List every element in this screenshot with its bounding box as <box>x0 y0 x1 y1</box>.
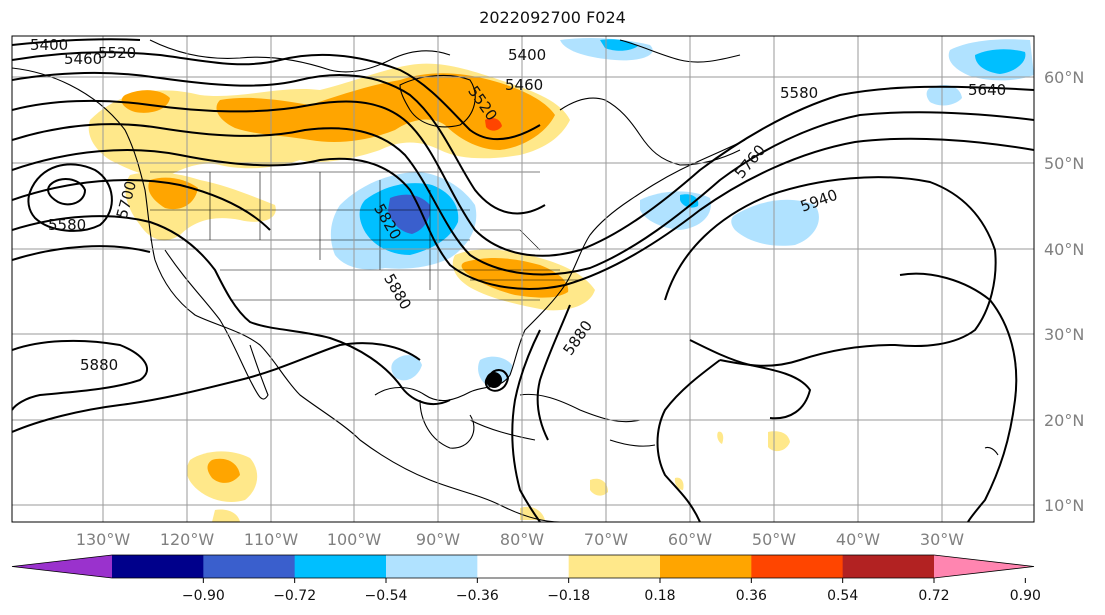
colorbar-swatch <box>477 555 570 578</box>
contour-label: 5580 <box>48 216 86 234</box>
lat-tick-labels: 10°N 20°N 30°N 40°N 50°N 60°N <box>1044 68 1084 515</box>
colorbar-extend-low <box>12 555 112 578</box>
lon-tick-label: 40°W <box>836 530 880 549</box>
lon-tick-label: 30°W <box>920 530 964 549</box>
lon-tick-label: 90°W <box>416 530 460 549</box>
colorbar-tick-label: −0.72 <box>273 588 316 604</box>
lon-tick-label: 50°W <box>752 530 796 549</box>
lat-tick-label: 20°N <box>1044 411 1084 430</box>
colorbar-swatch <box>842 555 935 578</box>
contour-label: 5460 <box>505 76 543 94</box>
lon-tick-label: 110°W <box>244 530 299 549</box>
lat-tick-label: 30°N <box>1044 325 1084 344</box>
contour-label: 5880 <box>80 356 118 374</box>
lat-tick-label: 40°N <box>1044 240 1084 259</box>
contour-label: 5460 <box>64 50 102 68</box>
lon-tick-label: 100°W <box>327 530 382 549</box>
colorbar-tick-label: 0.36 <box>736 588 767 604</box>
lon-tick-label: 80°W <box>500 530 544 549</box>
hurricane-center-marker <box>486 372 502 388</box>
map-panel: 5400 5460 5520 5400 5460 5520 5580 5640 … <box>12 36 1034 522</box>
state-borders <box>150 171 580 301</box>
colorbar-tick-label: 0.72 <box>918 588 949 604</box>
colorbar-outline <box>11 554 1035 579</box>
contour-label: 5400 <box>30 36 68 54</box>
colorbar-extend-high <box>934 555 1034 578</box>
colorbar-swatch <box>294 555 387 578</box>
lon-tick-label: 130°W <box>76 530 131 549</box>
lon-tick-labels: 130°W 120°W 110°W 100°W 90°W 80°W 70°W 6… <box>76 530 964 549</box>
contour-label: 5400 <box>508 46 546 64</box>
contour-label: 5580 <box>780 84 818 102</box>
colorbar-tick-label: −0.18 <box>547 588 590 604</box>
map-title: 2022092700 F024 <box>479 8 626 27</box>
lon-tick-label: 120°W <box>160 530 215 549</box>
colorbar-swatch <box>386 555 478 578</box>
shaded-positive-anomaly <box>88 63 790 522</box>
lat-tick-label: 60°N <box>1044 68 1084 87</box>
shaded-negative-anomaly <box>330 37 1034 387</box>
colorbar-tick-label: −0.90 <box>182 588 225 604</box>
height-contours <box>12 38 1034 522</box>
contour-label: 5520 <box>98 44 136 62</box>
colorbar-tick-label: −0.54 <box>365 588 408 604</box>
colorbar-tick-label: −0.36 <box>456 588 499 604</box>
contour-label: 5640 <box>968 81 1006 99</box>
lon-tick-label: 70°W <box>584 530 628 549</box>
colorbar: −0.90 −0.72 −0.54 −0.36 −0.18 0.18 0.36 0.54 0.7… <box>11 554 1041 604</box>
colorbar-swatch <box>203 555 296 578</box>
colorbar-tick-label: 0.18 <box>644 588 675 604</box>
lat-tick-label: 10°N <box>1044 496 1084 515</box>
graticule <box>12 36 1034 522</box>
lat-tick-label: 50°N <box>1044 154 1084 173</box>
lon-tick-label: 60°W <box>668 530 712 549</box>
colorbar-tick-label: 0.90 <box>1010 588 1041 604</box>
colorbar-swatch <box>751 555 844 578</box>
colorbar-swatch <box>112 555 204 578</box>
colorbar-tick-label: 0.54 <box>827 588 858 604</box>
map-frame <box>11 35 1035 523</box>
colorbar-swatch <box>568 555 661 578</box>
colorbar-swatch <box>660 555 752 578</box>
